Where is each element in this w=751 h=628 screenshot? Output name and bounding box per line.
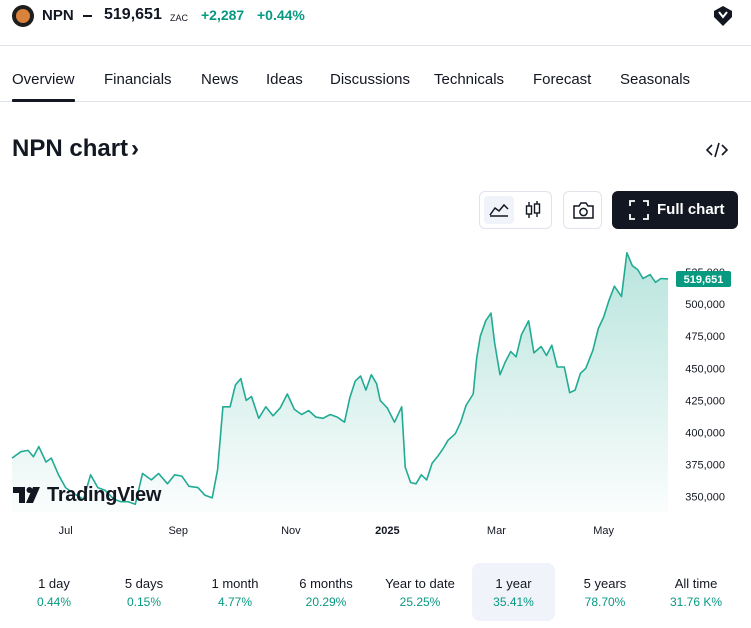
x-tick-label: May bbox=[593, 525, 614, 537]
period-label: 5 days bbox=[124, 576, 164, 591]
tradingview-logo-icon bbox=[13, 487, 40, 503]
market-closed-dash bbox=[83, 15, 92, 17]
chevron-right-icon: › bbox=[131, 135, 140, 162]
company-logo bbox=[12, 5, 34, 27]
embed-code-icon[interactable] bbox=[705, 140, 729, 160]
section-tabs: Overview Financials News Ideas Discussio… bbox=[0, 46, 751, 102]
tab-ideas[interactable]: Ideas bbox=[266, 71, 303, 88]
time-axis: Jul Sep Nov 2025 Mar May bbox=[59, 525, 615, 537]
period-change: 0.44% bbox=[36, 595, 72, 609]
price-chart[interactable]: 350,000 375,000 400,000 425,000 450,000 475,0… bbox=[0, 240, 751, 550]
tab-overview[interactable]: Overview bbox=[12, 71, 75, 88]
period-change: 35.41% bbox=[493, 595, 534, 609]
tab-financials[interactable]: Financials bbox=[104, 71, 172, 88]
period-5-years[interactable]: 5 years 78.70% bbox=[559, 563, 651, 621]
price-line bbox=[11, 252, 669, 506]
x-tick-label: 2025 bbox=[375, 525, 399, 537]
chart-title-link[interactable]: NPN chart › bbox=[12, 135, 139, 163]
tab-technicals[interactable]: Technicals bbox=[434, 71, 505, 88]
chart-type-switcher bbox=[479, 191, 552, 229]
period-all-time[interactable]: All time 31.76 K% bbox=[650, 563, 742, 621]
camera-icon bbox=[573, 202, 594, 219]
period-change: 78.70% bbox=[584, 595, 626, 609]
last-price: 519,651 bbox=[104, 6, 162, 23]
tradingview-watermark[interactable]: TradingView bbox=[13, 484, 161, 508]
x-tick-label: Sep bbox=[168, 525, 188, 537]
period-5-days[interactable]: 5 days 0.15% bbox=[98, 563, 190, 621]
full-chart-label: Full chart bbox=[657, 201, 725, 218]
symbol-header: NPN 519,651 ZAC +2,287 +0.44% bbox=[0, 0, 751, 46]
y-tick-label: 500,000 bbox=[685, 299, 725, 311]
period-year-to-date[interactable]: Year to date 25.25% bbox=[371, 563, 469, 621]
chart-title: NPN chart bbox=[12, 135, 129, 162]
period-label: 6 months bbox=[299, 576, 353, 591]
period-1-year[interactable]: 1 year 35.41% bbox=[472, 563, 555, 621]
area-chart-icon bbox=[489, 203, 509, 217]
period-label: All time bbox=[674, 576, 718, 591]
price-area bbox=[12, 252, 668, 513]
period-change: 31.76 K% bbox=[669, 595, 723, 609]
candles-chart-button[interactable] bbox=[518, 196, 548, 224]
y-tick-label: 450,000 bbox=[685, 363, 725, 375]
tab-discussions[interactable]: Discussions bbox=[330, 71, 411, 88]
last-price-box bbox=[676, 270, 731, 287]
performance-periods: 1 day 0.44% 5 days 0.15% 1 month 4.77% 6… bbox=[0, 563, 751, 621]
full-chart-button[interactable]: Full chart bbox=[612, 191, 738, 229]
tab-seasonals[interactable]: Seasonals bbox=[620, 71, 691, 88]
price-change: +2,287 bbox=[201, 7, 245, 23]
candles-icon bbox=[525, 201, 541, 218]
period-change: 4.77% bbox=[217, 595, 253, 609]
tab-news[interactable]: News bbox=[201, 71, 239, 88]
period-change: 25.25% bbox=[399, 595, 441, 609]
period-change: 20.29% bbox=[305, 595, 347, 609]
logo-mark bbox=[16, 9, 30, 23]
fullscreen-icon bbox=[629, 200, 649, 220]
y-tick-label: 350,000 bbox=[685, 492, 725, 504]
area-chart-button[interactable] bbox=[484, 196, 514, 224]
period-label: 1 day bbox=[38, 576, 70, 591]
period-6-months[interactable]: 6 months 20.29% bbox=[280, 563, 372, 621]
tab-forecast[interactable]: Forecast bbox=[533, 71, 592, 88]
currency-code: ZAC bbox=[170, 13, 188, 23]
y-tick-label: 425,000 bbox=[685, 395, 725, 407]
x-tick-label: Jul bbox=[59, 525, 73, 537]
x-tick-label: Mar bbox=[487, 525, 506, 537]
broker-badge-icon[interactable] bbox=[711, 4, 735, 28]
period-change: 0.15% bbox=[126, 595, 162, 609]
period-1-day[interactable]: 1 day 0.44% bbox=[8, 563, 100, 621]
period-label: 1 month bbox=[211, 576, 259, 591]
snapshot-button[interactable] bbox=[563, 191, 602, 229]
active-tab-indicator bbox=[12, 99, 75, 102]
period-label: Year to date bbox=[385, 576, 455, 591]
period-label: 5 years bbox=[583, 576, 627, 591]
y-tick-label: 400,000 bbox=[685, 427, 725, 439]
x-tick-label: Nov bbox=[281, 525, 301, 537]
period-label: 1 year bbox=[495, 576, 532, 591]
watermark-text: TradingView bbox=[47, 484, 162, 506]
y-tick-label: 475,000 bbox=[685, 331, 725, 343]
last-price-text: 519,651 bbox=[684, 274, 724, 286]
last-price-label: 519,651 bbox=[676, 270, 731, 287]
price-change-percent: +0.44% bbox=[257, 7, 305, 23]
symbol-name: NPN bbox=[42, 7, 74, 24]
y-tick-label: 375,000 bbox=[685, 460, 725, 472]
period-1-month[interactable]: 1 month 4.77% bbox=[189, 563, 281, 621]
price-axis: 350,000 375,000 400,000 425,000 450,000 475,0… bbox=[685, 267, 725, 504]
